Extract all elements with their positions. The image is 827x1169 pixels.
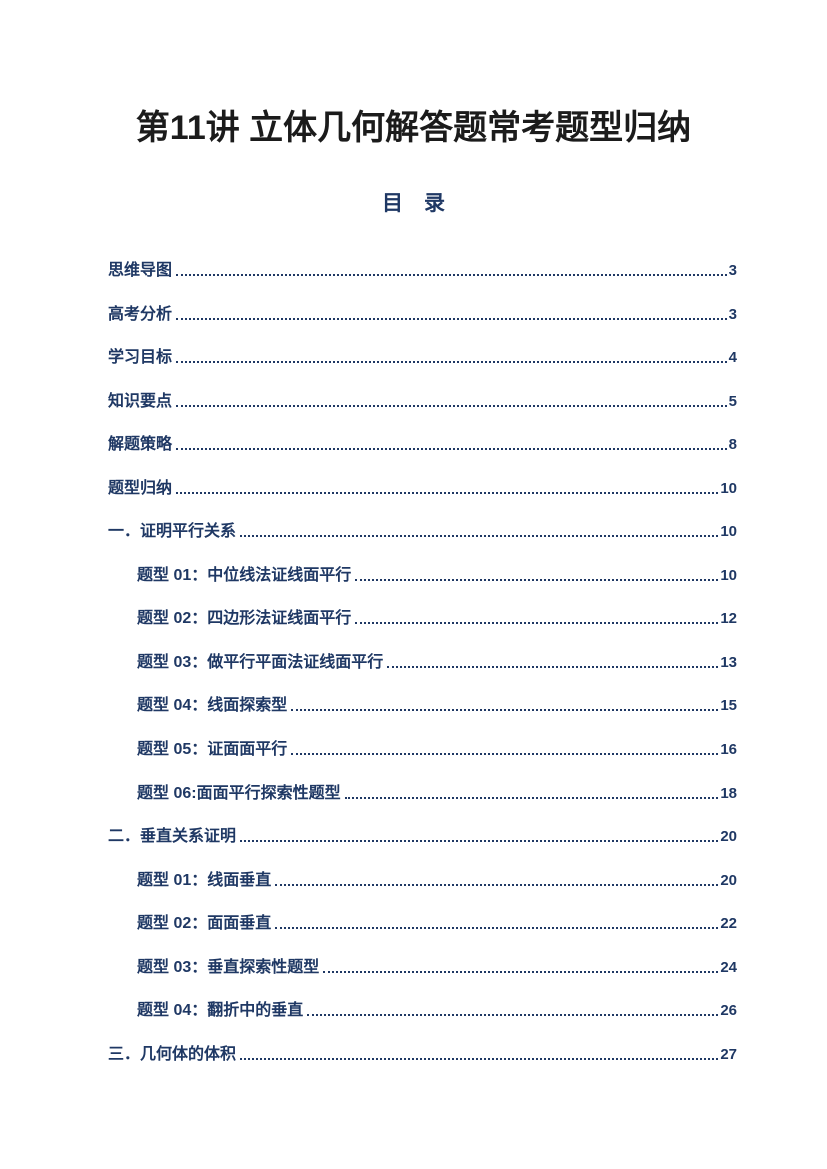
toc-entry-label: 题型 02：四边形法证线面平行 — [137, 610, 352, 628]
dot-leader — [176, 317, 727, 320]
toc-entry-page: 10 — [720, 479, 737, 497]
toc-entry[interactable]: 思维导图 3 — [108, 262, 737, 306]
toc-entry-page: 20 — [720, 871, 737, 889]
dot-leader — [240, 535, 719, 538]
toc-entry[interactable]: 一．证明平行关系 10 — [108, 523, 737, 567]
toc-entry-label: 三．几何体的体积 — [108, 1045, 237, 1063]
toc-entry-label: 题型归纳 — [108, 479, 173, 497]
toc-entry-label: 题型 02：面面垂直 — [137, 915, 272, 933]
dot-leader — [176, 361, 727, 364]
toc-entry[interactable]: 二．垂直关系证明 20 — [108, 828, 737, 872]
dot-leader — [344, 796, 719, 799]
toc-entry-page: 10 — [720, 566, 737, 584]
dot-leader — [275, 883, 719, 886]
toc-entry[interactable]: 题型归纳 10 — [108, 480, 737, 524]
toc-entry-page: 18 — [720, 784, 737, 802]
toc-entry[interactable]: 题型 03：做平行平面法证线面平行 13 — [108, 654, 737, 698]
toc-entry[interactable]: 高考分析 3 — [108, 306, 737, 350]
toc-entry-page: 5 — [728, 392, 737, 410]
dot-leader — [176, 274, 727, 276]
toc-entry[interactable]: 题型 01：中位线法证线面平行 10 — [108, 567, 737, 611]
toc-entry-label: 题型 04：翻折中的垂直 — [137, 1002, 304, 1020]
dot-leader — [275, 927, 719, 930]
toc-entry-page: 10 — [720, 523, 737, 541]
toc-entry-label: 学习目标 — [108, 349, 173, 367]
toc-entry-label: 题型 03：做平行平面法证线面平行 — [137, 653, 384, 671]
toc-entry-page: 24 — [720, 958, 737, 976]
toc-entry-page: 26 — [720, 1002, 737, 1020]
toc-entry-label: 题型 05：证面面平行 — [137, 741, 288, 759]
toc-entry-label: 题型 01：中位线法证线面平行 — [137, 566, 352, 584]
toc-entry-label: 题型 01：线面垂直 — [137, 871, 272, 889]
toc-entry-page: 3 — [728, 305, 737, 323]
toc-heading: 目 录 — [382, 192, 445, 215]
toc-entry-page: 8 — [728, 436, 737, 454]
toc-entry-page: 16 — [720, 741, 737, 759]
toc-entry-label: 题型 03：垂直探索性题型 — [137, 958, 320, 976]
toc-entry-page: 13 — [720, 653, 737, 671]
dot-leader — [387, 665, 719, 668]
dot-leader — [240, 840, 719, 843]
toc-entry-label: 思维导图 — [108, 262, 173, 279]
toc-entry[interactable]: 学习目标 4 — [108, 349, 737, 393]
toc-entry-label: 高考分析 — [108, 305, 173, 323]
toc-entry[interactable]: 题型 04：线面探索型 15 — [108, 697, 737, 741]
toc-entry-label: 题型 04：线面探索型 — [137, 697, 288, 715]
dot-leader — [291, 709, 719, 712]
dot-leader — [355, 622, 719, 625]
toc-entry-page: 20 — [720, 828, 737, 846]
dot-leader — [291, 753, 719, 756]
toc-entry[interactable]: 题型 02：面面垂直 22 — [108, 915, 737, 959]
toc-entry[interactable]: 解题策略 8 — [108, 436, 737, 480]
toc-entry-label: 题型 06:面面平行探索性题型 — [137, 784, 341, 802]
toc-entry[interactable]: 题型 06:面面平行探索性题型 18 — [108, 785, 737, 829]
dot-leader — [240, 1057, 719, 1060]
toc-entry-label: 知识要点 — [108, 392, 173, 410]
toc-entry[interactable]: 题型 02：四边形法证线面平行 12 — [108, 610, 737, 654]
toc-entry[interactable]: 题型 05：证面面平行 16 — [108, 741, 737, 785]
page-title: 第11讲 立体几何解答题常考题型归纳 — [135, 109, 692, 147]
toc-entry-page: 27 — [720, 1045, 737, 1063]
toc-entry-page: 12 — [720, 610, 737, 628]
dot-leader — [176, 404, 727, 407]
dot-leader — [355, 578, 719, 581]
toc-entry[interactable]: 题型 01：线面垂直 20 — [108, 872, 737, 916]
toc-entry-label: 解题策略 — [108, 436, 173, 454]
toc-list: 思维导图 3 高考分析 3 学习目标 4 知识要点 5 解题策略 8 题型归纳 — [108, 262, 737, 1089]
dot-leader — [323, 970, 719, 973]
toc-entry-page: 22 — [720, 915, 737, 933]
dot-leader — [176, 491, 719, 494]
toc-entry[interactable]: 三．几何体的体积 27 — [108, 1046, 737, 1090]
toc-entry-page: 4 — [728, 349, 737, 367]
toc-entry[interactable]: 知识要点 5 — [108, 393, 737, 437]
dot-leader — [176, 448, 727, 451]
dot-leader — [307, 1014, 719, 1017]
toc-entry[interactable]: 题型 03：垂直探索性题型 24 — [108, 959, 737, 1003]
toc-entry-page: 15 — [720, 697, 737, 715]
toc-entry-page: 3 — [728, 262, 737, 279]
toc-entry[interactable]: 题型 04：翻折中的垂直 26 — [108, 1002, 737, 1046]
toc-entry-label: 二．垂直关系证明 — [108, 828, 237, 846]
toc-entry-label: 一．证明平行关系 — [108, 523, 237, 541]
